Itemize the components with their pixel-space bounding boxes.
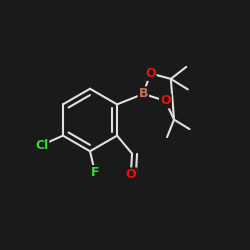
Text: O: O — [126, 168, 136, 181]
Text: O: O — [145, 67, 156, 80]
Text: O: O — [160, 94, 171, 108]
Text: F: F — [91, 166, 99, 179]
Text: B: B — [138, 88, 148, 100]
Text: Cl: Cl — [35, 138, 48, 151]
